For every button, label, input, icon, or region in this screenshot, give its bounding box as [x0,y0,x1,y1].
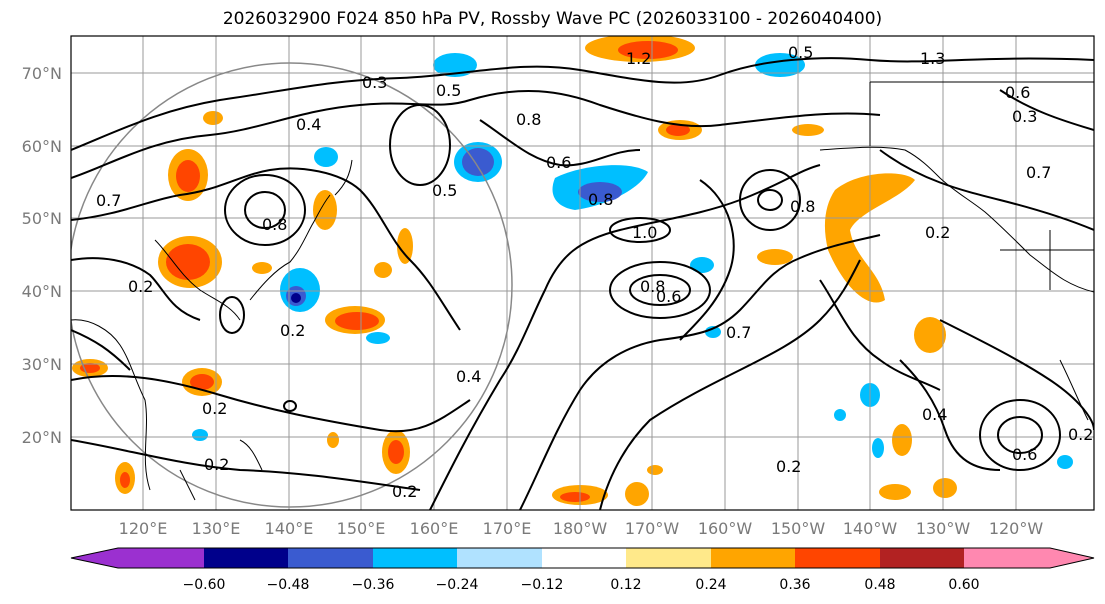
contour-label: 0.8 [588,190,613,209]
colorbar-tick-label: 0.24 [695,577,726,593]
contour-label: 0.2 [202,399,227,418]
contour-label: 0.2 [1068,425,1093,444]
lon-label: 160°W [698,519,753,538]
plot-border [70,35,1095,511]
contour-label: 0.4 [456,367,481,386]
graticule [71,36,1094,510]
colorbar-segment [288,548,373,568]
contour-label: 0.8 [790,197,815,216]
colorbar-tick-label: 0.36 [779,577,810,593]
colorbar-segment [795,548,880,568]
contour-label: 0.4 [296,115,321,134]
contour-label: 0.7 [1026,163,1051,182]
contour-label: 0.6 [1012,445,1037,464]
contour-label: 1.3 [920,49,945,68]
colorbar-tick-label: −0.60 [183,577,226,593]
contour-label: 0.2 [128,277,153,296]
colorbar-tick-label: −0.48 [267,577,310,593]
lon-label: 120°W [989,519,1044,538]
contour-label: 1.2 [626,49,651,68]
contour-label: 0.4 [922,405,947,424]
lon-label: 150°E [337,519,386,538]
lon-label: 170°E [483,519,532,538]
lon-label: 140°E [265,519,314,538]
contour-label: 0.2 [280,321,305,340]
coastlines [71,81,1094,501]
map-title: 2026032900 F024 850 hPa PV, Rossby Wave … [222,9,883,29]
contour-label: 0.6 [1005,83,1030,102]
lon-label: 130°E [192,519,241,538]
contour-label: 0.2 [204,455,229,474]
colorbar-segment [204,548,288,568]
contour-label: 0.8 [262,215,287,234]
lon-label: 170°W [625,519,680,538]
lon-label: 160°E [410,519,459,538]
contour-label: 0.8 [640,277,665,296]
lon-label: 140°W [843,519,898,538]
colorbar-segment [373,548,457,568]
lat-label: 60°N [22,137,62,156]
colorbar-segment [1050,548,1094,568]
contour-label: 1.0 [632,223,657,242]
contour-label: 0.6 [546,153,571,172]
lon-label: 120°E [119,519,168,538]
colorbar-tick-label: −0.12 [521,577,564,593]
colorbar-segment [457,548,542,568]
lon-label: 130°W [916,519,971,538]
contour-label: 0.3 [1012,107,1037,126]
plot-area [71,36,1094,510]
lon-label: 150°W [771,519,826,538]
contour-label: 0.5 [432,181,457,200]
contour-label: 0.6 [656,287,681,306]
colorbar-outline [70,547,1095,569]
latitude-labels: 70°N 60°N 50°N 40°N 30°N 20°N [22,64,62,447]
colorbar-tick-label: 0.12 [610,577,641,593]
lat-label: 40°N [22,282,62,301]
contour-label: 0.2 [392,482,417,501]
shading-layer [72,36,1073,506]
contour-label: 0.7 [726,323,751,342]
contour-label: 0.2 [925,223,950,242]
contour-label: 0.7 [96,191,121,210]
contour-label: 0.2 [776,457,801,476]
colorbar-tick-label: −0.24 [436,577,479,593]
colorbar-tick-label: 0.48 [864,577,895,593]
longitude-labels: 120°E 130°E 140°E 150°E 160°E 170°E 180°… [119,519,1044,538]
colorbar-segment [626,548,711,568]
lon-label: 180°W [553,519,608,538]
colorbar: −0.60 −0.48 −0.36 −0.24 −0.12 0.12 0.24 … [70,547,1095,593]
colorbar-tick-label: −0.36 [352,577,395,593]
contour-label: 0.3 [362,73,387,92]
contour-label: 0.5 [436,81,461,100]
lat-label: 30°N [22,355,62,374]
lat-label: 50°N [22,209,62,228]
colorbar-segment [542,548,626,568]
colorbar-segment [711,548,795,568]
colorbar-segment [71,548,118,568]
colorbar-segment [880,548,964,568]
colorbar-tick-label: 0.60 [948,577,979,593]
lat-label: 70°N [22,64,62,83]
colorbar-segment [964,548,1050,568]
contour-label: 0.8 [516,110,541,129]
contour-label: 0.5 [788,43,813,62]
pv-contours [71,57,1094,510]
contour-labels: 1.2 0.3 0.5 0.4 0.8 0.6 0.5 0.8 1.0 0.8 … [96,43,1093,501]
lat-label: 20°N [22,428,62,447]
colorbar-segment [118,548,204,568]
radius-circle [71,62,513,508]
